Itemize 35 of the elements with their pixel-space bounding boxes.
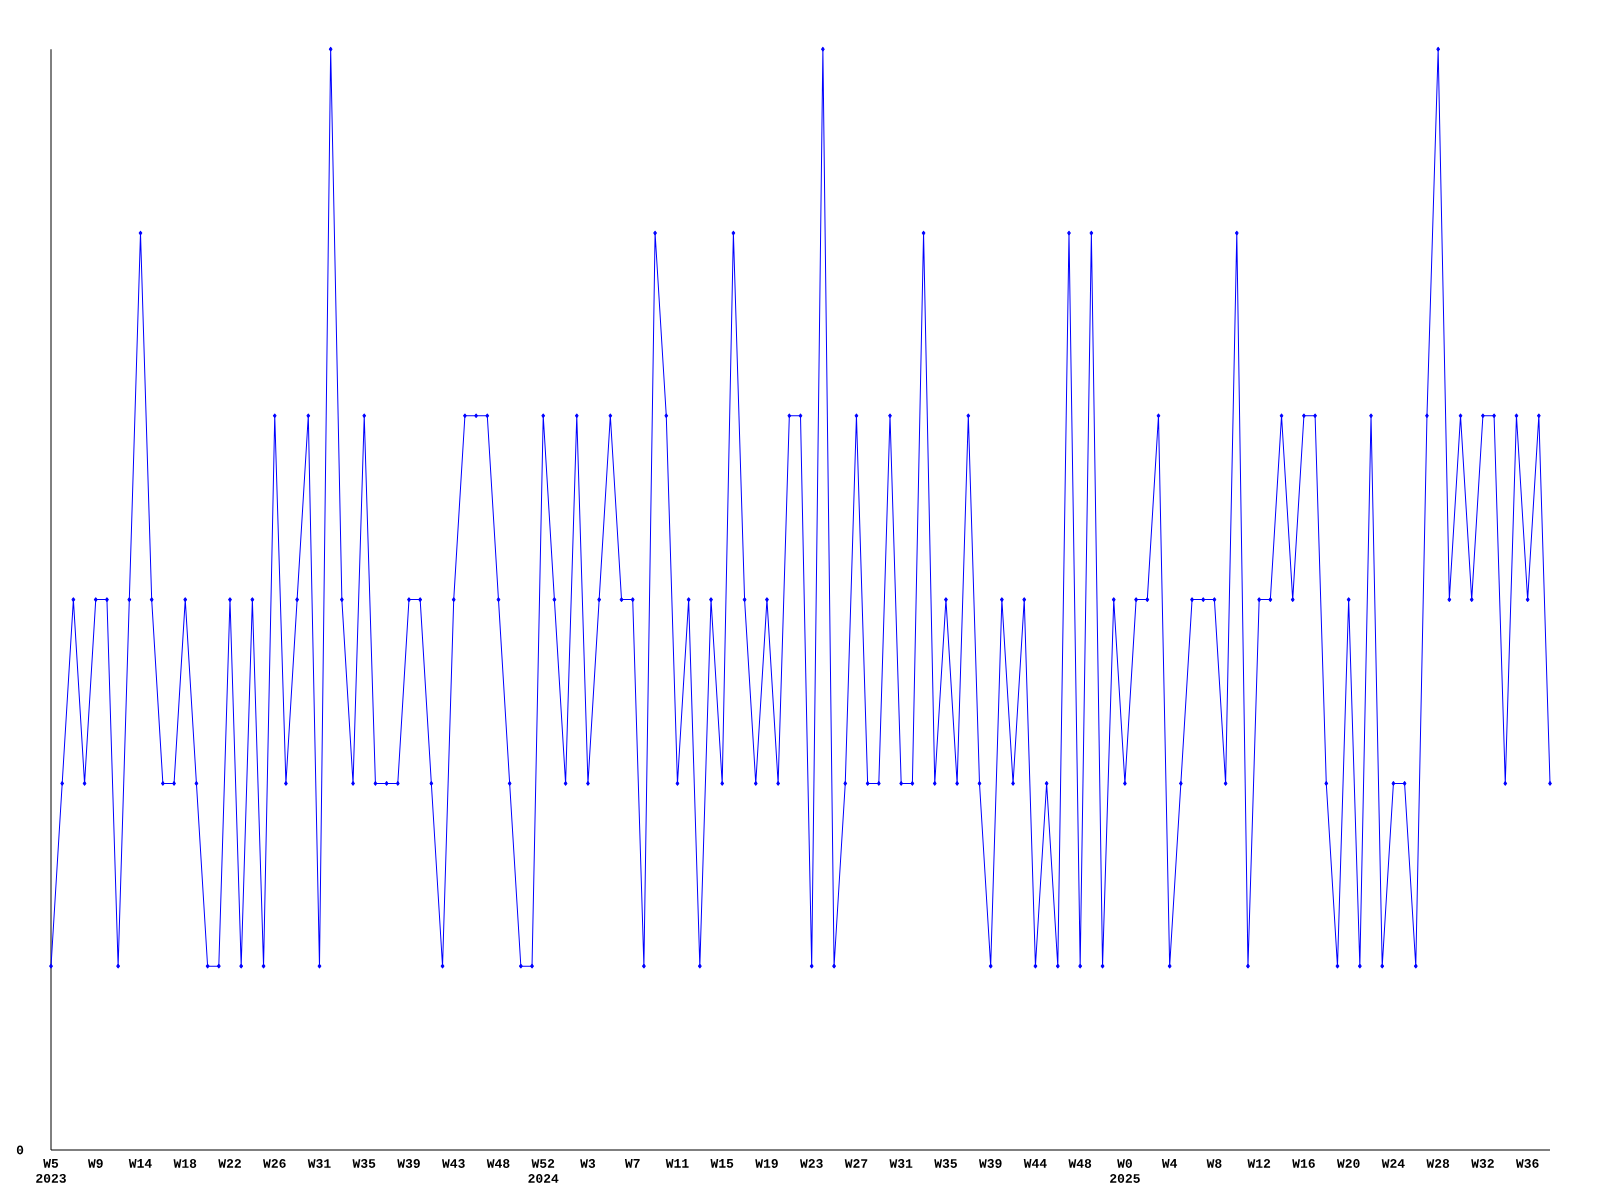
x-tick-label: W22 <box>218 1159 241 1168</box>
x-tick-label: W16 <box>1292 1159 1315 1168</box>
x-tick-label: W15 <box>710 1159 734 1168</box>
x-tick-label: W27 <box>844 1159 868 1168</box>
x-tick-label: W7 <box>624 1159 640 1168</box>
x-tick-label: W18 <box>173 1159 197 1168</box>
x-tick-label: W24 <box>1381 1159 1405 1168</box>
x-tick-label: W8 <box>1206 1159 1222 1168</box>
x-tick-label: W35 <box>352 1159 376 1168</box>
x-tick-label: W19 <box>755 1159 778 1168</box>
x-tick-label: W36 <box>1515 1159 1539 1168</box>
x-tick-label: W43 <box>442 1159 465 1168</box>
x-tick-label: W39 <box>397 1159 420 1168</box>
text: 0 <box>16 1145 24 1155</box>
x-tick-label: W4 <box>1161 1159 1178 1168</box>
x-tick-label: W32 <box>1471 1159 1494 1168</box>
x-tick-label: W31 <box>889 1159 913 1168</box>
x-tick-label: W52 2024 <box>528 1159 559 1183</box>
x-tick-label: W39 <box>978 1159 1002 1168</box>
x-tick-label: W5 2023 <box>36 1159 66 1183</box>
x-tick-label: W20 <box>1336 1159 1360 1168</box>
x-tick-label: W23 <box>800 1159 823 1168</box>
x-tick-label: W14 <box>128 1159 152 1168</box>
x-tick-label: W44 <box>1023 1159 1047 1168</box>
x-tick-label: W48 <box>1068 1159 1092 1168</box>
x-tick-label: W12 <box>1247 1159 1271 1168</box>
x-tick-label: W3 <box>580 1159 596 1168</box>
x-tick-label: W0 2025 <box>1110 1159 1140 1183</box>
x-tick-label: W11 <box>665 1159 689 1168</box>
x-tick-label: W9 <box>87 1159 103 1168</box>
x-tick-label: W31 <box>307 1159 331 1168</box>
x-tick-label: W28 <box>1426 1159 1450 1168</box>
x-tick-label: W48 <box>486 1159 510 1168</box>
x-tick-label: W26 <box>263 1159 286 1168</box>
x-tick-label: W35 <box>934 1159 957 1168</box>
